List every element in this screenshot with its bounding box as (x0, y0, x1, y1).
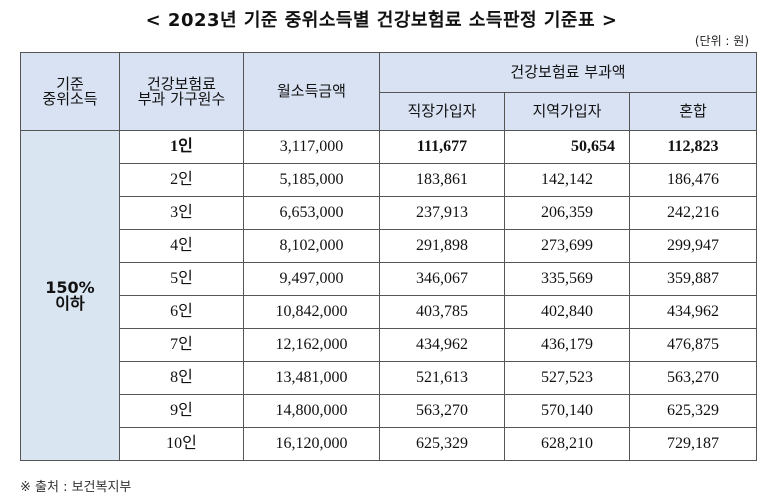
cell-income: 12,162,000 (243, 328, 380, 362)
table-row: 150% 이하 1인 3,117,000 111,677 50,654 112,… (20, 130, 758, 461)
cell-persons: 6인 (119, 295, 244, 329)
cell-persons: 1인 (119, 130, 244, 164)
table-row: 9인 14,800,000 563,270 570,140 625,329 (21, 394, 758, 428)
header-median-income-text: 기준 중위소득 (42, 74, 98, 108)
cell-regional: 50,654 (504, 130, 630, 164)
cell-regional: 206,359 (504, 196, 630, 230)
cell-regional: 628,210 (504, 427, 630, 461)
cell-income: 16,120,000 (243, 427, 380, 461)
header-household-text: 건강보험료 부과 가구원수 (137, 74, 226, 108)
table-row: 3인 6,653,000 237,913 206,359 242,216 (21, 196, 758, 230)
header-employee: 직장가입자 (379, 92, 505, 131)
cell-employee: 291,898 (379, 229, 505, 263)
table-row: 2인 5,185,000 183,861 142,142 186,476 (21, 163, 758, 197)
header-household: 건강보험료 부과 가구원수 (119, 52, 244, 131)
cell-regional: 527,523 (504, 361, 630, 395)
page-title: < 2023년 기준 중위소득별 건강보험료 소득판정 기준표 > (145, 10, 618, 31)
unit-note: (단위 : 원) (694, 34, 749, 48)
table-row: 6인 10,842,000 403,785 402,840 434,962 (21, 295, 758, 329)
table-row: 8인 13,481,000 521,613 527,523 563,270 (21, 361, 758, 395)
cell-income: 10,842,000 (243, 295, 380, 329)
cell-persons: 7인 (119, 328, 244, 362)
cell-mixed: 625,329 (628, 394, 758, 428)
cell-employee: 434,962 (379, 328, 505, 362)
cell-mixed: 563,270 (628, 361, 758, 395)
table-row: 5인 9,497,000 346,067 335,569 359,887 (21, 262, 758, 296)
cell-mixed: 434,962 (628, 295, 758, 329)
group-label: 150% 이하 (20, 130, 120, 461)
header-median-income: 기준 중위소득 (20, 52, 120, 131)
group-label-text: 150% 이하 (45, 277, 95, 313)
cell-persons: 4인 (119, 229, 244, 263)
cell-employee: 111,677 (379, 130, 505, 164)
header-mixed: 혼합 (628, 92, 758, 131)
cell-persons: 9인 (119, 394, 244, 428)
cell-employee: 183,861 (379, 163, 505, 197)
header-monthly-income: 월소득금액 (243, 52, 380, 131)
cell-persons: 2인 (119, 163, 244, 197)
cell-income: 5,185,000 (243, 163, 380, 197)
cell-mixed: 112,823 (628, 130, 758, 164)
cell-regional: 142,142 (504, 163, 630, 197)
cell-employee: 403,785 (379, 295, 505, 329)
cell-mixed: 476,875 (628, 328, 758, 362)
table-row: 7인 12,162,000 434,962 436,179 476,875 (21, 328, 758, 362)
cell-persons: 5인 (119, 262, 244, 296)
cell-income: 13,481,000 (243, 361, 380, 395)
cell-income: 6,653,000 (243, 196, 380, 230)
cell-regional: 570,140 (504, 394, 630, 428)
cell-employee: 346,067 (379, 262, 505, 296)
header-regional: 지역가입자 (504, 92, 630, 131)
cell-employee: 521,613 (379, 361, 505, 395)
cell-income: 3,117,000 (243, 130, 380, 164)
income-criteria-table: 기준 중위소득 건강보험료 부과 가구원수 월소득금액 건강보험료 부과액 직장… (20, 52, 758, 461)
cell-employee: 625,329 (379, 427, 505, 461)
cell-mixed: 242,216 (628, 196, 758, 230)
cell-persons: 3인 (119, 196, 244, 230)
cell-mixed: 299,947 (628, 229, 758, 263)
cell-regional: 436,179 (504, 328, 630, 362)
cell-income: 14,800,000 (243, 394, 380, 428)
cell-persons: 8인 (119, 361, 244, 395)
cell-regional: 273,699 (504, 229, 630, 263)
cell-employee: 237,913 (379, 196, 505, 230)
cell-persons: 10인 (119, 427, 244, 461)
cell-mixed: 186,476 (628, 163, 758, 197)
cell-regional: 402,840 (504, 295, 630, 329)
cell-regional: 335,569 (504, 262, 630, 296)
cell-income: 8,102,000 (243, 229, 380, 263)
header-premium: 건강보험료 부과액 (378, 52, 758, 93)
cell-income: 9,497,000 (243, 262, 380, 296)
table-row: 10인 16,120,000 625,329 628,210 729,187 (21, 427, 758, 461)
cell-mixed: 729,187 (628, 427, 758, 461)
cell-mixed: 359,887 (628, 262, 758, 296)
table-row: 4인 8,102,000 291,898 273,699 299,947 (21, 229, 758, 263)
cell-employee: 563,270 (379, 394, 505, 428)
